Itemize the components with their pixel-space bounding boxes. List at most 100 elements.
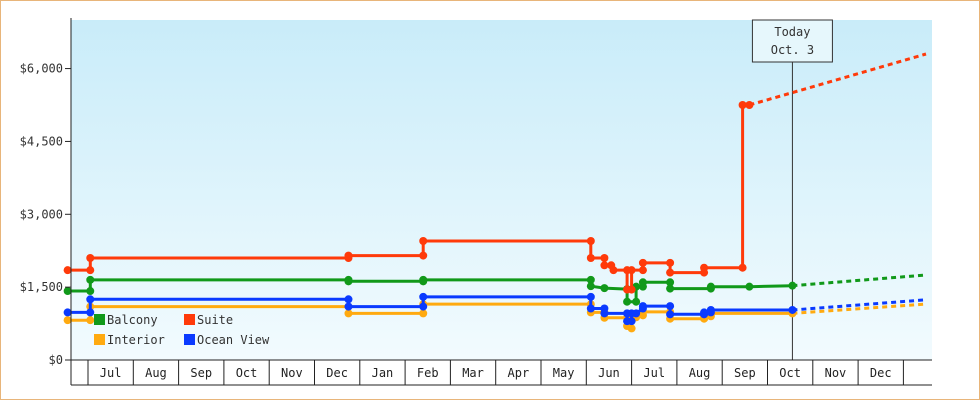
legend-item-interior: Interior bbox=[94, 333, 165, 347]
data-point bbox=[632, 297, 641, 306]
data-point bbox=[586, 292, 595, 301]
data-point bbox=[86, 316, 95, 325]
data-point bbox=[638, 278, 647, 287]
month-label: Oct bbox=[236, 366, 258, 380]
month-label: Jul bbox=[100, 366, 122, 380]
data-point bbox=[86, 295, 95, 304]
data-point bbox=[788, 281, 797, 290]
month-label: Sep bbox=[734, 366, 756, 380]
legend-item-balcony: Balcony bbox=[94, 313, 158, 327]
legend-swatch bbox=[94, 314, 105, 325]
data-point bbox=[638, 302, 647, 311]
data-point bbox=[623, 297, 632, 306]
data-point bbox=[419, 237, 428, 245]
data-point bbox=[419, 302, 428, 311]
data-point bbox=[344, 302, 353, 311]
data-point bbox=[700, 308, 709, 317]
data-point bbox=[666, 284, 675, 293]
month-label: May bbox=[553, 366, 575, 380]
data-point bbox=[419, 292, 428, 301]
data-point bbox=[86, 254, 95, 262]
legend-label: Balcony bbox=[107, 313, 158, 327]
today-marker: Today Oct. 3 bbox=[751, 19, 833, 360]
data-point bbox=[86, 287, 95, 296]
month-label: Dec bbox=[870, 366, 892, 380]
data-point bbox=[63, 266, 72, 275]
legend-swatch bbox=[94, 334, 105, 345]
month-label: Oct bbox=[779, 366, 801, 380]
data-point bbox=[738, 263, 747, 272]
data-point bbox=[600, 284, 609, 293]
legend-label: Suite bbox=[197, 313, 233, 327]
series-projection bbox=[792, 273, 927, 288]
data-point bbox=[63, 287, 72, 296]
data-point bbox=[419, 251, 428, 260]
data-point bbox=[344, 295, 353, 304]
data-point bbox=[666, 258, 675, 267]
data-point bbox=[632, 309, 641, 318]
legend-label: Ocean View bbox=[197, 333, 270, 347]
data-point bbox=[627, 317, 636, 326]
month-label: Sep bbox=[190, 366, 212, 380]
month-label: Apr bbox=[508, 366, 530, 380]
axes: $0 $1,500 $3,000 $4,500 $6,000 Jul Aug Sep Oct No… bbox=[20, 18, 932, 386]
data-point bbox=[586, 237, 595, 245]
today-box bbox=[751, 19, 833, 63]
series-ocean-view bbox=[63, 292, 927, 326]
data-point bbox=[700, 263, 709, 272]
data-point bbox=[586, 275, 595, 284]
legend-swatch bbox=[184, 314, 195, 325]
data-point bbox=[627, 266, 636, 275]
data-point bbox=[745, 101, 754, 109]
data-point bbox=[627, 324, 636, 333]
today-label: Today bbox=[774, 25, 810, 39]
series-projection bbox=[748, 52, 927, 107]
series-line bbox=[67, 278, 793, 304]
month-label: Feb bbox=[417, 366, 439, 380]
series-lines bbox=[63, 52, 927, 333]
data-point bbox=[627, 285, 636, 294]
legend-swatch bbox=[184, 334, 195, 345]
series-balcony bbox=[63, 273, 927, 306]
month-label: Nov bbox=[281, 366, 303, 380]
legend: Balcony Suite Interior Ocean View bbox=[94, 313, 270, 347]
y-tick-label: $3,000 bbox=[20, 207, 63, 221]
data-point bbox=[63, 316, 72, 325]
data-point bbox=[745, 282, 754, 291]
data-point bbox=[666, 278, 675, 287]
data-point bbox=[638, 258, 647, 267]
data-point bbox=[586, 282, 595, 291]
today-date-label: Oct. 3 bbox=[771, 43, 814, 57]
series-projection bbox=[792, 298, 927, 312]
month-label: Jun bbox=[598, 366, 620, 380]
y-tick-label: $0 bbox=[49, 353, 63, 367]
y-tick-label: $1,500 bbox=[20, 280, 63, 294]
month-label: Aug bbox=[689, 366, 711, 380]
data-point bbox=[86, 308, 95, 317]
month-label: Dec bbox=[326, 366, 348, 380]
data-point bbox=[344, 277, 353, 286]
data-point bbox=[738, 101, 747, 109]
data-point bbox=[86, 266, 95, 275]
series-suite bbox=[63, 52, 927, 294]
data-point bbox=[788, 305, 797, 314]
data-point bbox=[666, 310, 675, 319]
data-point bbox=[706, 305, 715, 314]
data-point bbox=[638, 266, 647, 275]
month-label: Jan bbox=[372, 366, 394, 380]
data-point bbox=[609, 266, 618, 275]
data-point bbox=[666, 302, 675, 311]
month-label: Jul bbox=[643, 366, 665, 380]
data-point bbox=[666, 268, 675, 277]
data-point bbox=[586, 254, 595, 262]
data-point bbox=[344, 251, 353, 260]
data-point bbox=[419, 275, 428, 284]
series-projection bbox=[792, 302, 927, 315]
data-point bbox=[600, 309, 609, 318]
data-point bbox=[86, 275, 95, 284]
legend-label: Interior bbox=[107, 333, 165, 347]
y-tick-label: $4,500 bbox=[20, 134, 63, 148]
y-tick-label: $6,000 bbox=[20, 62, 63, 76]
data-point bbox=[586, 304, 595, 313]
